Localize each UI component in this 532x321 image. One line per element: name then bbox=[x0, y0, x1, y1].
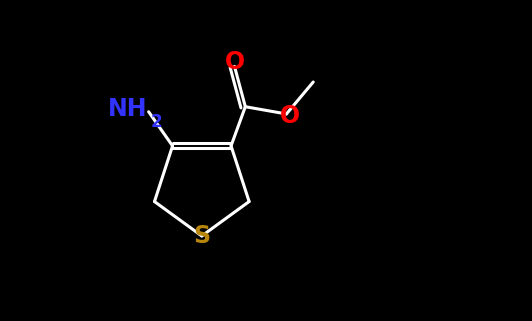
Text: 2: 2 bbox=[150, 113, 162, 131]
Text: O: O bbox=[225, 50, 245, 74]
Text: S: S bbox=[193, 224, 210, 248]
Text: NH: NH bbox=[107, 97, 147, 120]
Text: O: O bbox=[279, 104, 300, 127]
